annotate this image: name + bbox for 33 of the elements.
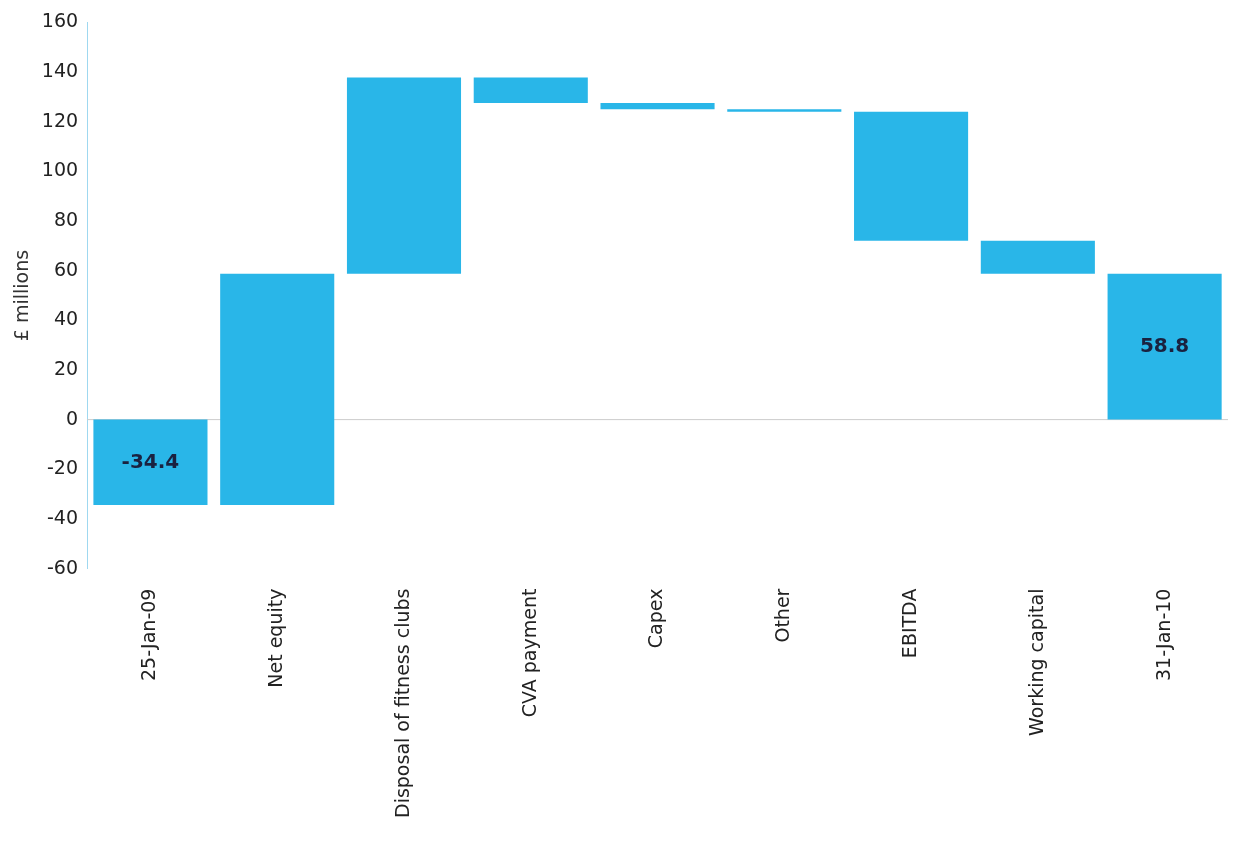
- x-tick-label: Net equity: [264, 588, 287, 688]
- bar: [1107, 273, 1222, 420]
- data-label: 58.8: [1139, 332, 1190, 357]
- y-tick-label: 40: [53, 307, 79, 330]
- x-tick-label: 31-Jan-10: [1151, 588, 1174, 681]
- x-tick-label: 25-Jan-09: [137, 588, 160, 681]
- y-tick-label: -20: [47, 456, 79, 479]
- x-tick-label: EBITDA: [898, 588, 921, 659]
- x-tick-label: Working capital: [1024, 588, 1047, 736]
- y-tick-label: 60: [53, 257, 79, 280]
- x-tick-label: CVA payment: [517, 588, 540, 718]
- y-tick-label: 160: [41, 9, 79, 32]
- y-tick-label: 100: [41, 158, 79, 181]
- y-tick-label: 0: [65, 406, 79, 429]
- bar: [980, 240, 1095, 274]
- bar: [93, 419, 208, 506]
- bar: [854, 111, 969, 241]
- bar: [346, 77, 462, 274]
- bar: [727, 109, 842, 112]
- y-tick-label: -40: [47, 505, 79, 528]
- bar: [600, 103, 715, 110]
- bar: [473, 77, 588, 104]
- y-tick-label: 120: [41, 108, 79, 131]
- y-tick-label: 140: [41, 58, 79, 81]
- x-tick-label: Other: [771, 588, 794, 643]
- y-axis-title: £ millions: [10, 249, 33, 342]
- y-tick-label: 80: [53, 207, 79, 230]
- y-tick-label: 20: [53, 356, 79, 379]
- x-tick-label: Capex: [644, 588, 667, 649]
- data-label: -34.4: [121, 448, 180, 473]
- y-tick-label: -60: [47, 555, 79, 578]
- bar: [220, 273, 335, 506]
- x-tick-label: Disposal of fitness clubs: [390, 588, 413, 818]
